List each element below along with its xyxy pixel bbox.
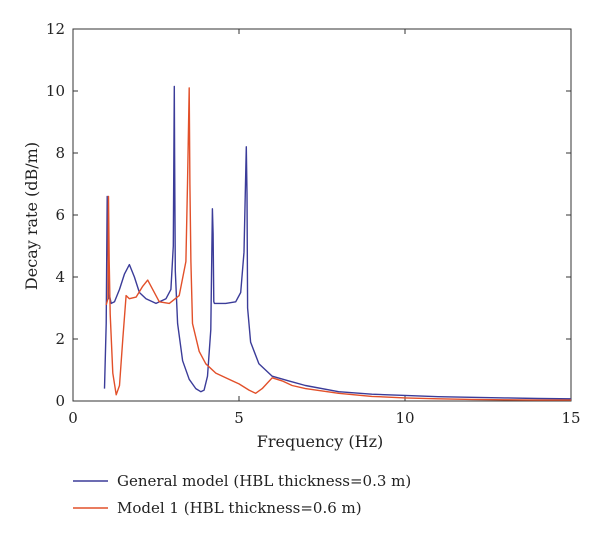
x-tick-label: 5	[234, 409, 244, 427]
legend: General model (HBL thickness=0.3 m) Model…	[73, 472, 411, 517]
series-layer	[103, 85, 572, 401]
y-tick-label: 4	[55, 268, 65, 286]
y-tick-label: 2	[55, 330, 65, 348]
y-tick-label: 8	[55, 144, 65, 162]
x-tick-label: 0	[68, 409, 78, 427]
series-line-2	[105, 87, 571, 401]
y-axis-label: Decay rate (dB/m)	[22, 142, 41, 290]
legend-label-2: Model 1 (HBL thickness=0.6 m)	[117, 499, 362, 517]
plot-frame	[72, 28, 572, 402]
y-tick-label: 6	[55, 206, 65, 224]
plot-area-border	[72, 28, 572, 402]
y-tick-label: 10	[46, 82, 65, 100]
legend-label-1: General model (HBL thickness=0.3 m)	[117, 472, 411, 490]
x-axis-ticks: 0 5 10 15	[68, 29, 581, 427]
y-tick-label: 0	[55, 392, 65, 410]
series-line-1	[103, 85, 572, 400]
x-tick-label: 15	[561, 409, 580, 427]
x-tick-label: 10	[395, 409, 414, 427]
y-tick-label: 12	[46, 20, 65, 38]
x-axis-label: Frequency (Hz)	[257, 432, 384, 451]
y-axis-ticks: 0 2 4 6 8 10 12	[46, 20, 571, 410]
